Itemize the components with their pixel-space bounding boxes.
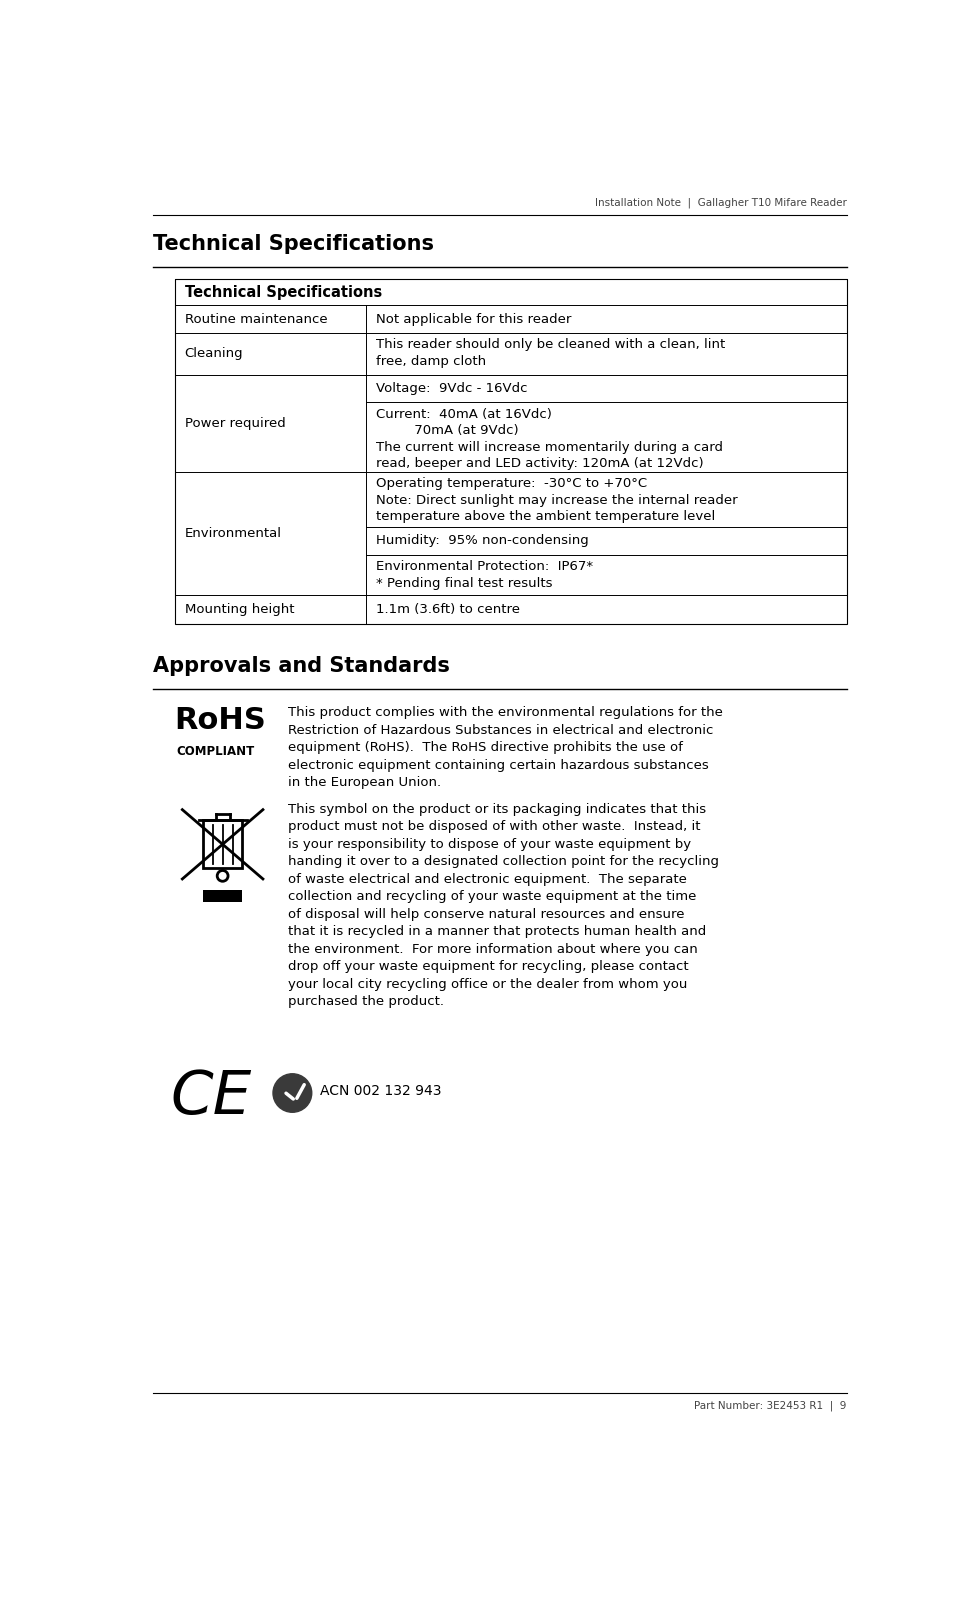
Text: Technical Specifications: Technical Specifications [153, 234, 434, 255]
Text: Mounting height: Mounting height [184, 604, 294, 616]
Bar [203, 820, 242, 868]
Circle shape [273, 1074, 312, 1113]
Text: Part Number: 3E2453 R1  |  9: Part Number: 3E2453 R1 | 9 [694, 1401, 846, 1410]
Text: Environmental Protection:  IP67*
* Pending final test results: Environmental Protection: IP67* * Pendin… [376, 560, 593, 589]
Text: Environmental: Environmental [184, 527, 282, 540]
Text: Operating temperature:  -30°C to +70°C
Note: Direct sunlight may increase the in: Operating temperature: -30°C to +70°C No… [376, 477, 738, 524]
Text: Current:  40mA (at 16Vdc)
         70mA (at 9Vdc)
The current will increase mome: Current: 40mA (at 16Vdc) 70mA (at 9Vdc) … [376, 408, 723, 471]
Text: CE: CE [171, 1068, 252, 1127]
Text: Humidity:  95% non-condensing: Humidity: 95% non-condensing [376, 535, 589, 548]
Text: This symbol on the product or its packaging indicates that this
product must not: This symbol on the product or its packag… [289, 802, 720, 1009]
Text: Not applicable for this reader: Not applicable for this reader [376, 312, 571, 325]
Text: This product complies with the environmental regulations for the
Restriction of : This product complies with the environme… [289, 706, 723, 789]
Text: COMPLIANT: COMPLIANT [176, 744, 254, 757]
Text: Technical Specifications: Technical Specifications [184, 285, 382, 299]
Text: RoHS: RoHS [175, 706, 266, 735]
Text: Routine maintenance: Routine maintenance [184, 312, 328, 325]
Text: Cleaning: Cleaning [184, 347, 244, 360]
Text: 1.1m (3.6ft) to centre: 1.1m (3.6ft) to centre [376, 604, 520, 616]
Text: Voltage:  9Vdc - 16Vdc: Voltage: 9Vdc - 16Vdc [376, 383, 527, 395]
Text: Approvals and Standards: Approvals and Standards [153, 656, 449, 677]
Bar [175, 279, 846, 624]
Bar [203, 890, 242, 901]
Text: ACN 002 132 943: ACN 002 132 943 [320, 1084, 441, 1098]
Text: Installation Note  |  Gallagher T10 Mifare Reader: Installation Note | Gallagher T10 Mifare… [595, 197, 846, 208]
Text: Power required: Power required [184, 416, 286, 429]
Text: This reader should only be cleaned with a clean, lint
free, damp cloth: This reader should only be cleaned with … [376, 338, 725, 368]
